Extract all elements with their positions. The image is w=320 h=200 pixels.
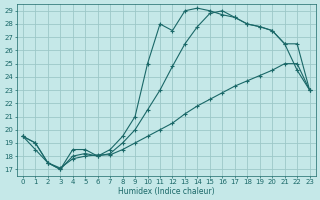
X-axis label: Humidex (Indice chaleur): Humidex (Indice chaleur) [118, 187, 214, 196]
